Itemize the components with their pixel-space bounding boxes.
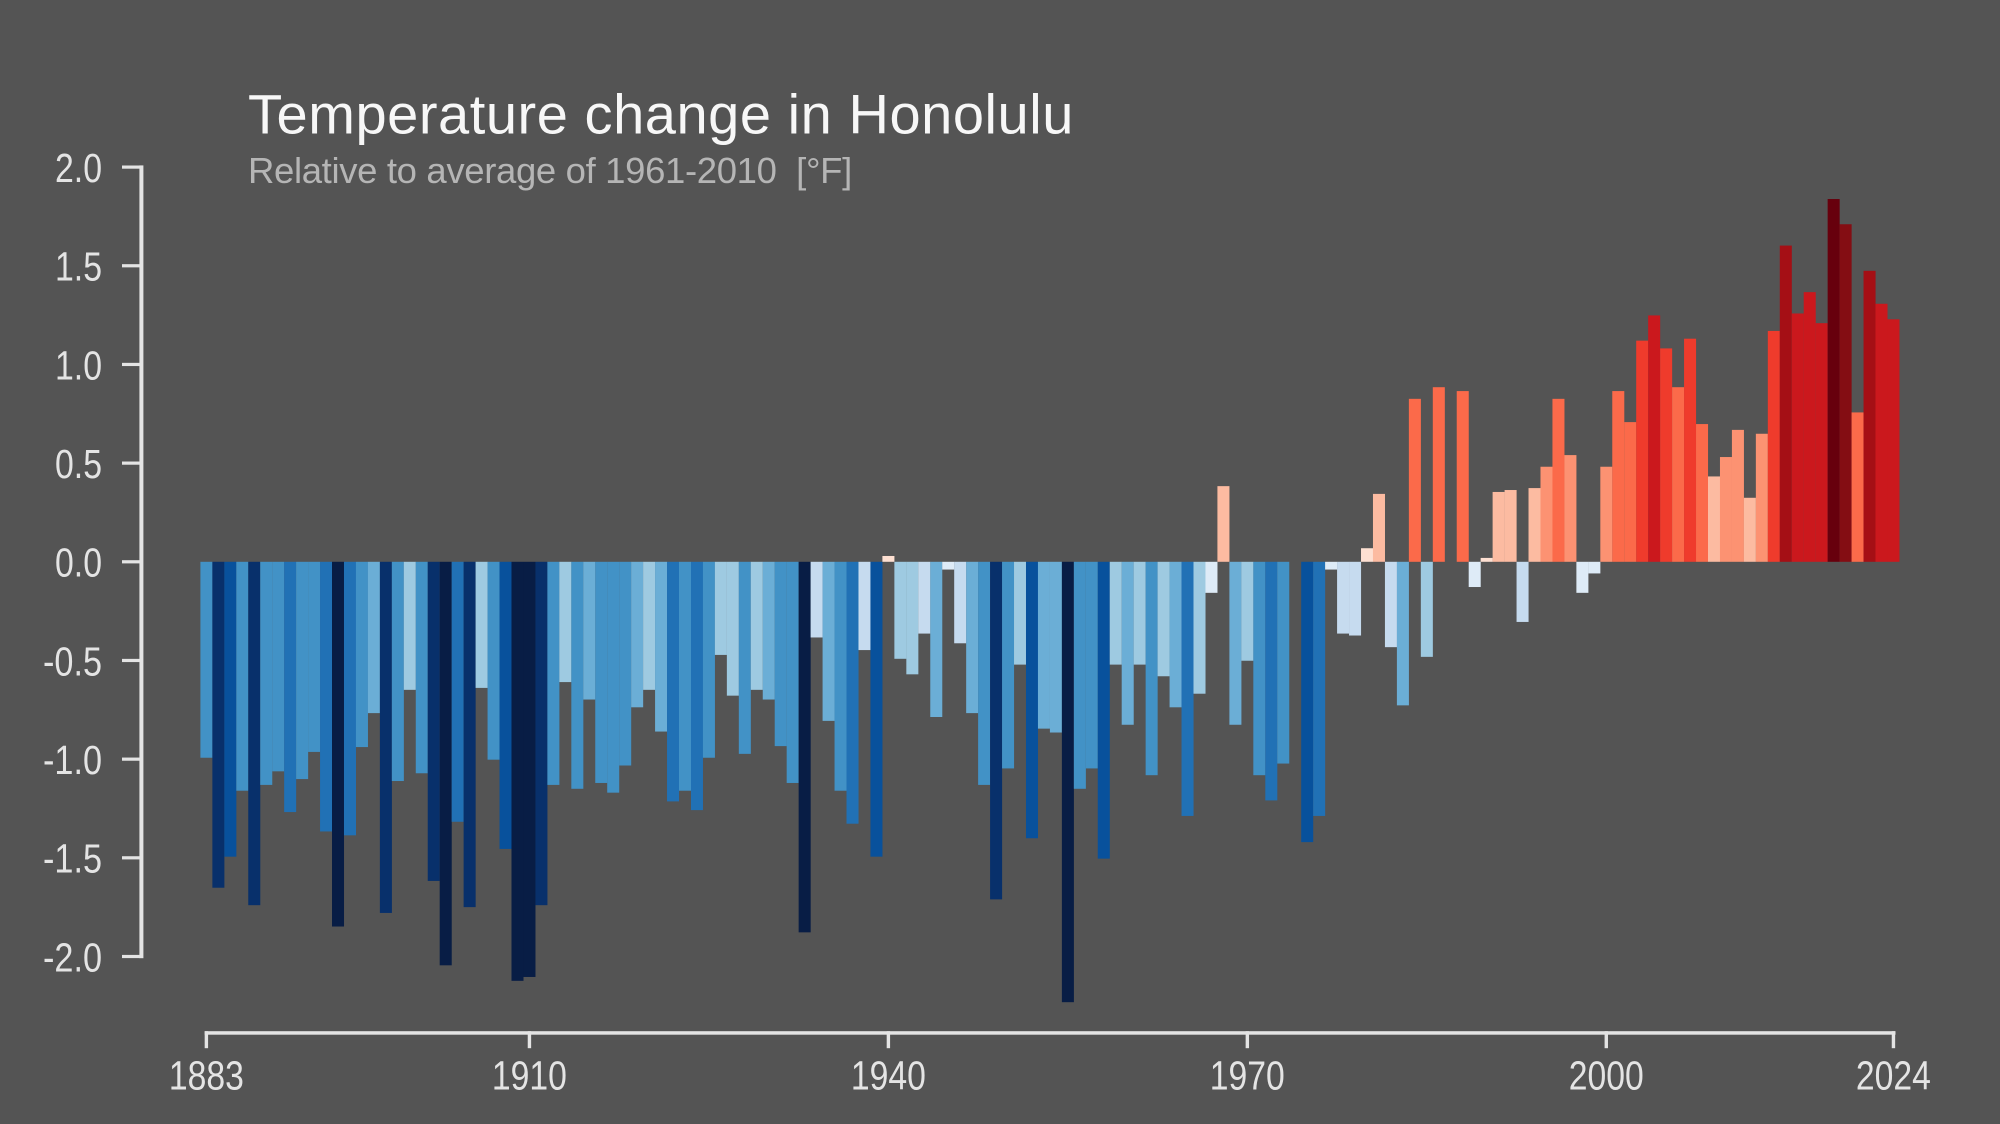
svg-text:2024: 2024 [1856, 1053, 1931, 1099]
svg-text:1970: 1970 [1210, 1053, 1285, 1099]
svg-text:1883: 1883 [169, 1053, 244, 1099]
svg-text:2000: 2000 [1569, 1053, 1644, 1099]
svg-text:1.5: 1.5 [55, 244, 102, 290]
svg-text:1.0: 1.0 [55, 342, 102, 388]
svg-text:2.0: 2.0 [55, 145, 102, 191]
svg-text:-2.0: -2.0 [43, 934, 102, 980]
svg-text:0.5: 0.5 [55, 441, 102, 487]
svg-text:1940: 1940 [851, 1053, 926, 1099]
svg-text:1910: 1910 [492, 1053, 567, 1099]
svg-text:0.0: 0.0 [55, 540, 102, 586]
svg-text:Relative to average of 1961-20: Relative to average of 1961-2010 [°F] [248, 150, 852, 191]
svg-text:Temperature change in Honolulu: Temperature change in Honolulu [248, 83, 1074, 146]
svg-text:-1.0: -1.0 [43, 737, 102, 783]
svg-text:-0.5: -0.5 [43, 638, 102, 684]
svg-text:-1.5: -1.5 [43, 836, 102, 882]
